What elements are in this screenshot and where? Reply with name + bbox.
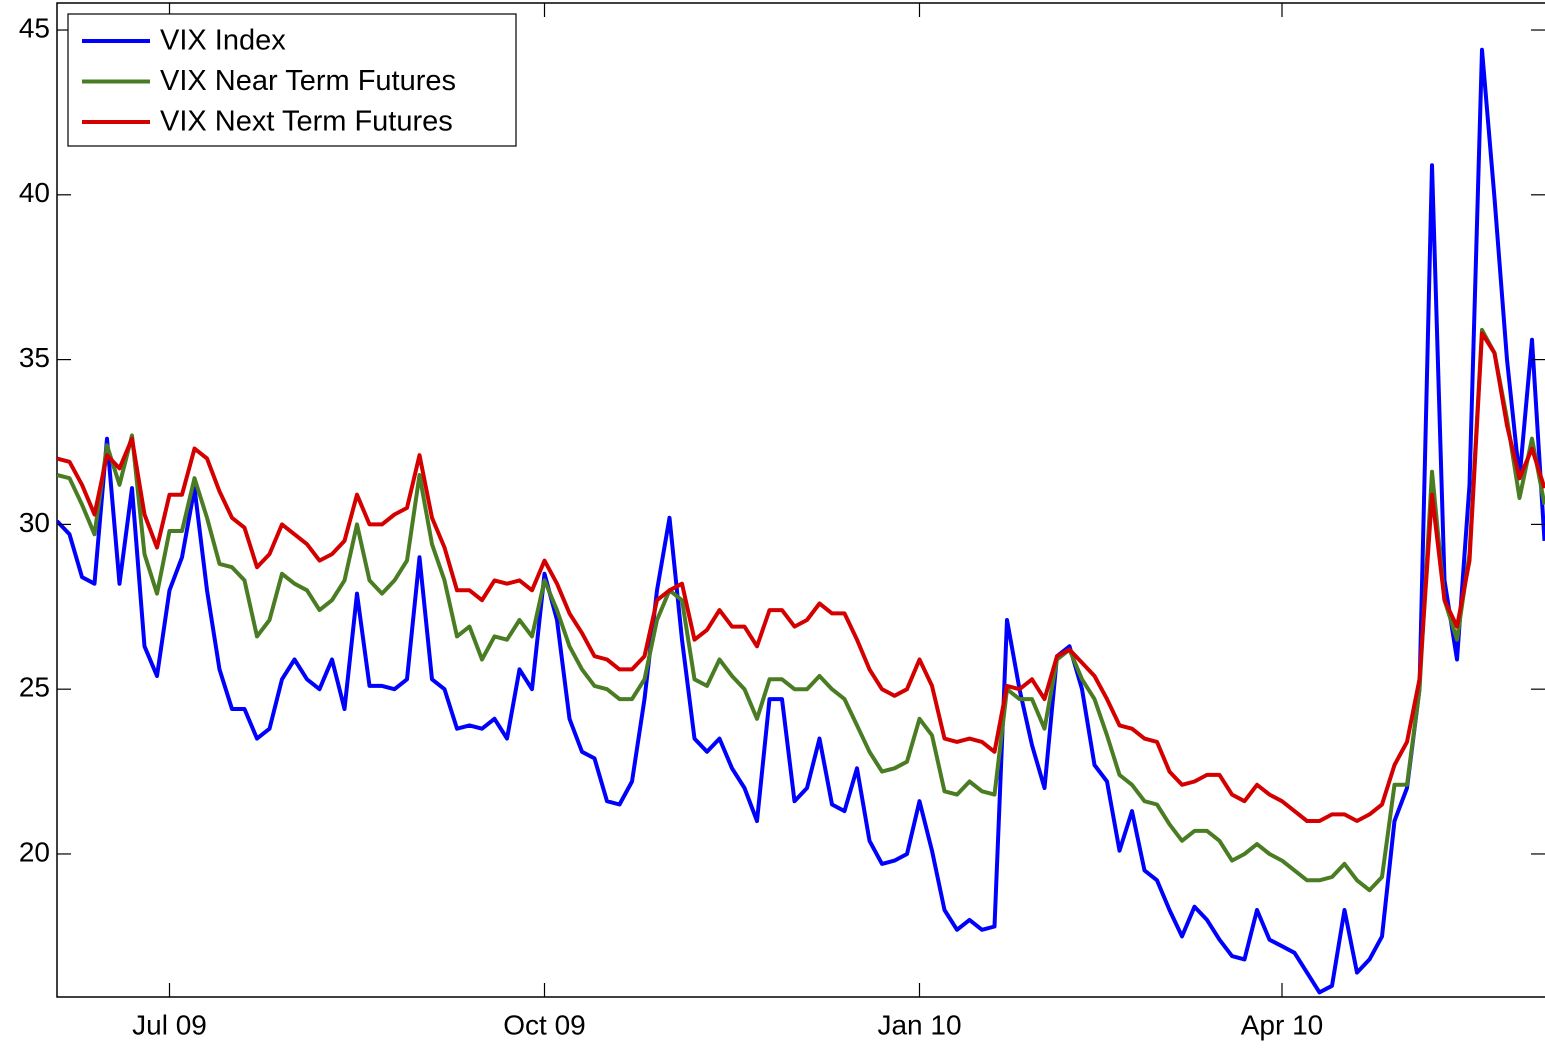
series-line bbox=[57, 331, 1545, 823]
legend-label: VIX Next Term Futures bbox=[160, 106, 453, 138]
x-tick-label: Jul 09 bbox=[132, 1009, 207, 1040]
legend-label: VIX Near Term Futures bbox=[160, 65, 456, 97]
legend-label: VIX Index bbox=[160, 25, 286, 57]
y-tick-label: 45 bbox=[19, 12, 50, 43]
x-tick-label: Apr 10 bbox=[1241, 1009, 1324, 1040]
legend: VIX Index VIX Near Term Futures VIX Next T… bbox=[67, 13, 517, 147]
series-line bbox=[57, 327, 1545, 893]
y-tick-label: 40 bbox=[19, 177, 50, 208]
y-tick-label: 20 bbox=[19, 836, 50, 867]
x-tick-label: Jan 10 bbox=[877, 1009, 961, 1040]
series-line bbox=[57, 47, 1545, 995]
y-tick-label: 25 bbox=[19, 672, 50, 703]
y-tick-label: 35 bbox=[19, 342, 50, 373]
y-tick-label: 30 bbox=[19, 507, 50, 538]
x-tick-label: Oct 09 bbox=[503, 1009, 585, 1040]
plot-area bbox=[57, 47, 1545, 995]
plot-frame bbox=[56, 2, 1545, 998]
